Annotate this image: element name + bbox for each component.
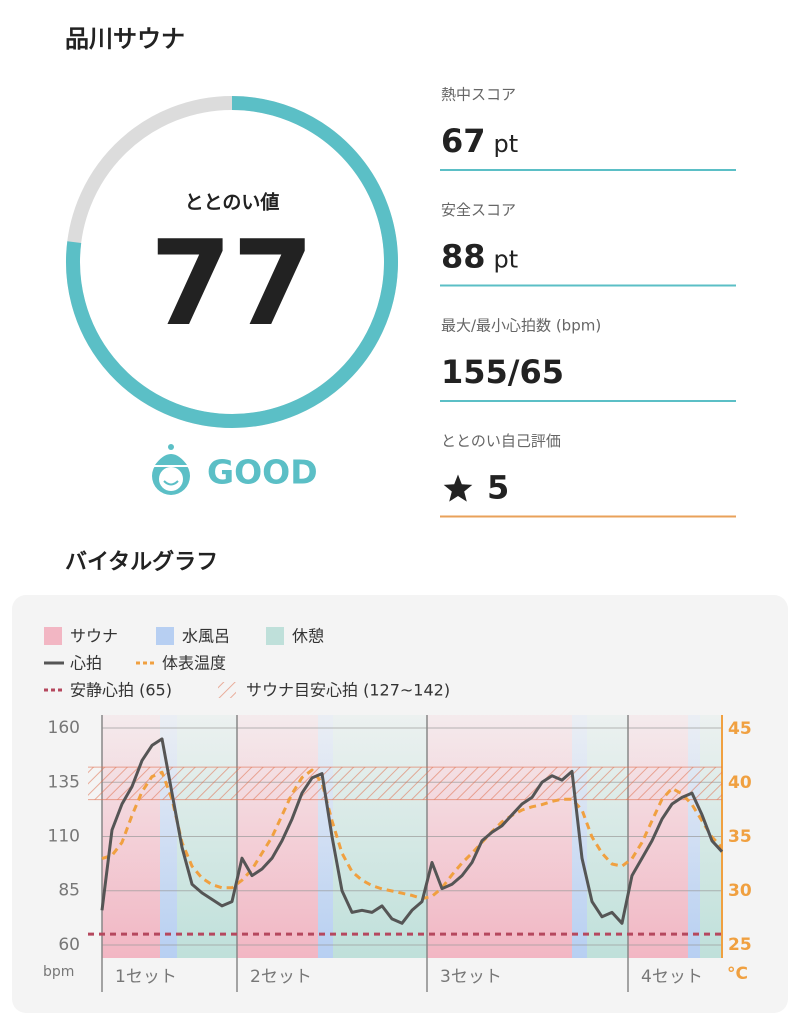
legend-label: サウナ bbox=[70, 627, 118, 646]
legend-label: 体表温度 bbox=[162, 654, 226, 673]
gauge-ring bbox=[66, 96, 398, 428]
y2-tick-label: 30 bbox=[728, 881, 752, 901]
set-label: 2セット bbox=[250, 967, 312, 987]
y2-unit: °C bbox=[727, 964, 748, 984]
y-tick-label: 60 bbox=[58, 935, 80, 955]
target-band bbox=[88, 767, 722, 800]
metric-unit: pt bbox=[494, 246, 519, 274]
y-tick-label: 110 bbox=[48, 827, 80, 847]
legend-label: 休憩 bbox=[292, 627, 324, 646]
status-text: GOOD bbox=[207, 453, 318, 492]
metric-label: 最大/最小心拍数 (bpm) bbox=[441, 317, 601, 335]
y2-tick-label: 35 bbox=[728, 827, 752, 847]
metric-label: 安全スコア bbox=[441, 201, 516, 219]
set-label: 3セット bbox=[440, 967, 502, 987]
legend-label: サウナ目安心拍 (127~142) bbox=[246, 681, 450, 700]
metric-value: 67 bbox=[441, 122, 486, 160]
legend-swatch bbox=[156, 627, 174, 645]
y-tick-label: 85 bbox=[58, 881, 80, 901]
set-label: 4セット bbox=[641, 967, 703, 987]
y2-tick-label: 45 bbox=[728, 719, 752, 739]
gauge-value: 77 bbox=[150, 214, 314, 352]
metric-value: 155/65 bbox=[441, 353, 564, 391]
gauge-arc bbox=[66, 96, 398, 428]
page-title: 品川サウナ bbox=[65, 25, 185, 53]
heart-rate-line bbox=[100, 737, 724, 925]
metric-label: 熱中スコア bbox=[441, 86, 516, 104]
chart: 60 85 110 135 160 25 30 35 40 45 bpm °C 1セット 2セット 3セット… bbox=[43, 627, 752, 992]
legend-swatch bbox=[44, 627, 62, 645]
gauge: ととのい値 77 bbox=[150, 192, 314, 353]
chart-title: バイタルグラフ bbox=[65, 549, 218, 575]
y-unit: bpm bbox=[43, 964, 74, 980]
y-tick-label: 135 bbox=[48, 772, 80, 792]
metrics: 熱中スコア 67 pt 安全スコア 88 pt 最大/最小心拍数 (bpm) 155/65 とと… bbox=[440, 86, 736, 518]
metric-value: 5 bbox=[487, 469, 509, 507]
y-tick-label: 160 bbox=[48, 718, 80, 738]
legend-label: 安静心拍 (65) bbox=[70, 681, 172, 700]
legend-swatch bbox=[266, 627, 284, 645]
y2-tick-label: 25 bbox=[728, 935, 752, 955]
star-icon bbox=[443, 474, 473, 502]
set-label: 1セット bbox=[115, 967, 177, 987]
metric-unit: pt bbox=[494, 130, 519, 158]
temperature-line bbox=[101, 768, 724, 901]
y2-tick-label: 40 bbox=[728, 773, 752, 793]
metric-value: 88 bbox=[441, 238, 486, 276]
metric-label: ととのい自己評価 bbox=[441, 432, 561, 450]
legend-label: 水風呂 bbox=[182, 627, 230, 646]
gauge-label: ととのい値 bbox=[185, 192, 280, 214]
status-icon bbox=[151, 444, 191, 495]
legend-label: 心拍 bbox=[70, 654, 102, 673]
legend-swatch bbox=[218, 682, 236, 698]
